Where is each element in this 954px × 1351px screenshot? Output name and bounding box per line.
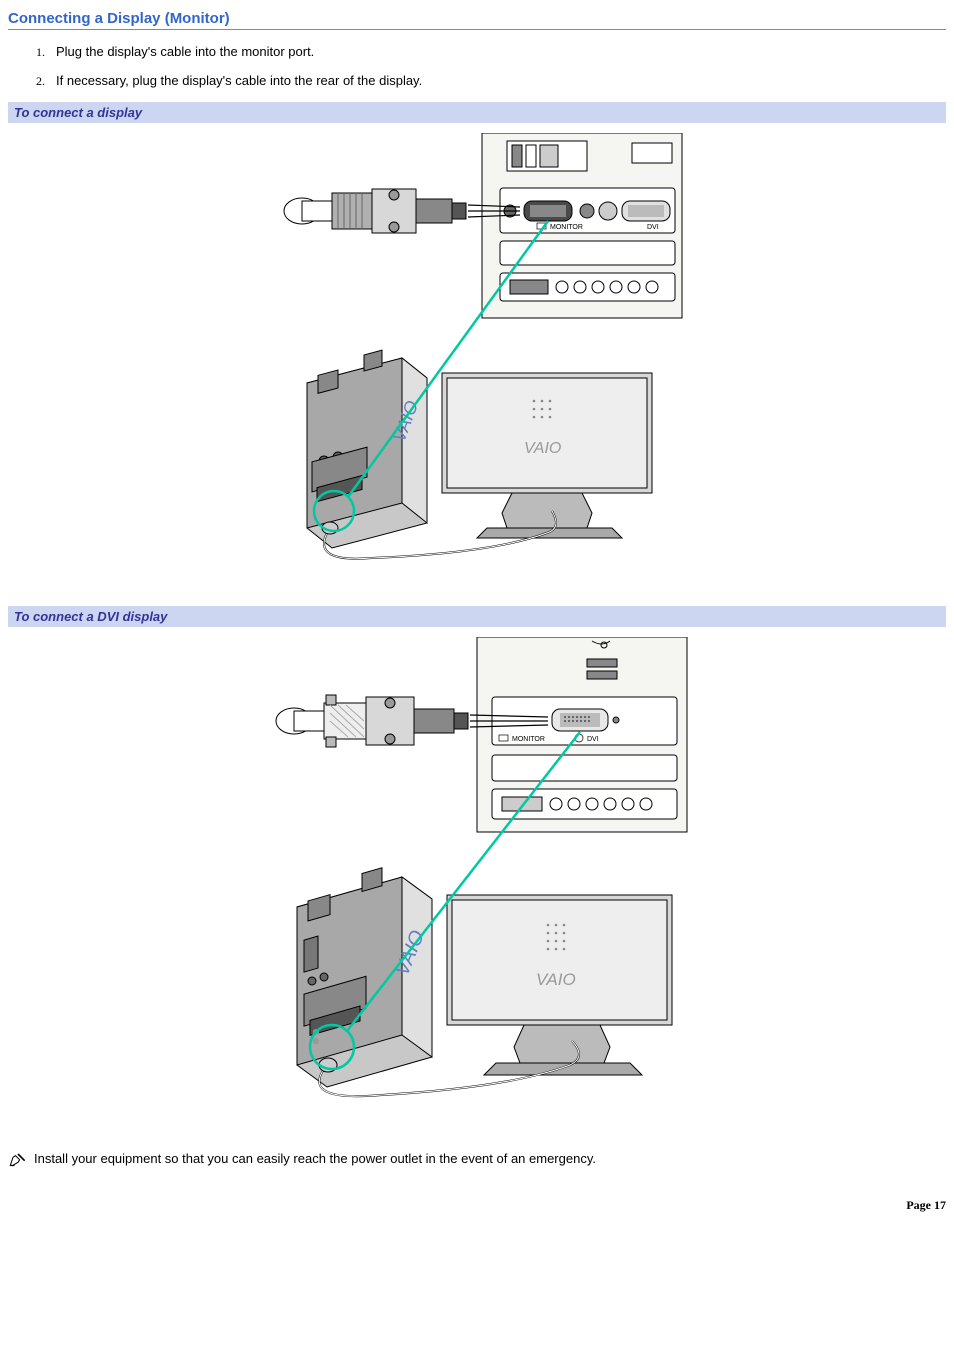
svg-text:DVI: DVI: [647, 224, 659, 231]
svg-text:VAIO: VAIO: [524, 440, 561, 457]
svg-text:DVI: DVI: [587, 736, 599, 743]
page-title: Connecting a Display (Monitor): [8, 10, 946, 30]
dvi-figure: MONITOR DVI: [8, 637, 946, 1110]
svg-text:MONITOR: MONITOR: [512, 736, 545, 743]
note-text: Install your equipment so that you can e…: [34, 1150, 596, 1166]
vga-section-banner: To connect a display: [8, 102, 946, 123]
pencil-hand-icon: [8, 1150, 28, 1168]
vga-figure: MONITOR DVI: [8, 133, 946, 566]
steps-list: Plug the display's cable into the monito…: [48, 44, 946, 88]
page-number: Page 17: [8, 1198, 946, 1213]
dvi-illustration: MONITOR DVI: [252, 637, 702, 1107]
step-item: Plug the display's cable into the monito…: [48, 44, 946, 59]
svg-text:MONITOR: MONITOR: [550, 224, 583, 231]
note: Install your equipment so that you can e…: [8, 1150, 946, 1168]
dvi-section-banner: To connect a DVI display: [8, 606, 946, 627]
svg-text:VAIO: VAIO: [536, 970, 576, 989]
step-item: If necessary, plug the display's cable i…: [48, 73, 946, 88]
vga-illustration: MONITOR DVI: [252, 133, 702, 563]
